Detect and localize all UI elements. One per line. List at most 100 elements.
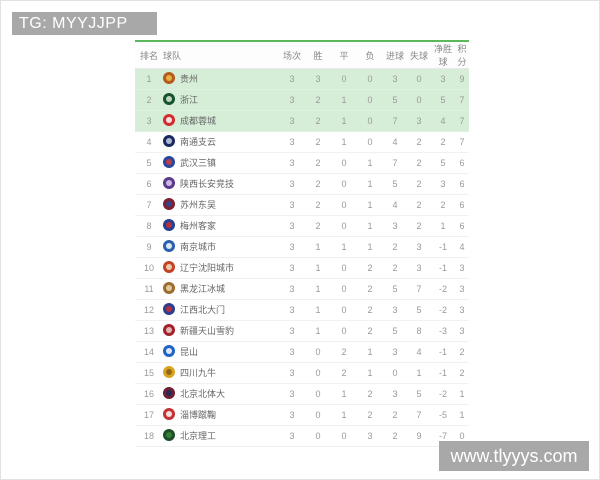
drawn-cell: 1: [331, 131, 357, 153]
team-logo-inner: [166, 201, 172, 208]
rank-cell: 8: [135, 215, 163, 237]
team-logo-inner: [166, 390, 172, 397]
col-header-points: 积分: [455, 41, 469, 69]
goals-for-cell: 5: [383, 320, 407, 342]
goals-for-cell: 7: [383, 152, 407, 174]
won-cell: 2: [305, 215, 331, 237]
team-logo-icon: [163, 345, 175, 358]
goals-against-cell: 2: [407, 173, 431, 195]
goals-against-cell: 8: [407, 320, 431, 342]
team-logo-icon: [163, 177, 175, 190]
team-cell: 北京北体大: [163, 383, 279, 405]
rank-cell: 12: [135, 299, 163, 321]
won-cell: 2: [305, 89, 331, 111]
goals-for-cell: 3: [383, 383, 407, 405]
won-cell: 2: [305, 131, 331, 153]
rank-cell: 18: [135, 425, 163, 447]
team-logo-inner: [166, 222, 172, 229]
rank-cell: 17: [135, 404, 163, 426]
team-name: 江西北大门: [180, 305, 226, 316]
won-cell: 1: [305, 236, 331, 258]
played-cell: 3: [279, 131, 305, 153]
table-row: 1 贵州 3 3 0 0 3 0 3 9: [135, 68, 469, 90]
rank-cell: 7: [135, 194, 163, 216]
team-logo-inner: [166, 117, 172, 124]
table-row: 10 辽宁沈阳城市 3 1 0 2 2 3 -1 3: [135, 257, 469, 279]
played-cell: 3: [279, 215, 305, 237]
rank-cell: 6: [135, 173, 163, 195]
goals-against-cell: 5: [407, 299, 431, 321]
team-logo-icon: [163, 366, 175, 379]
team-name: 四川九牛: [180, 368, 217, 379]
table-header-row: 排名 球队 场次 胜 平 负 进球 失球 净胜球 积分: [135, 41, 469, 69]
played-cell: 3: [279, 299, 305, 321]
lost-cell: 2: [357, 320, 383, 342]
team-logo-icon: [163, 156, 175, 169]
points-cell: 1: [455, 383, 469, 405]
goals-for-cell: 0: [383, 362, 407, 384]
team-name: 黑龙江冰城: [180, 284, 226, 295]
goals-for-cell: 2: [383, 236, 407, 258]
goal-diff-cell: 1: [431, 215, 455, 237]
team-cell: 南通支云: [163, 131, 279, 153]
played-cell: 3: [279, 152, 305, 174]
table-row: 11 黑龙江冰城 3 1 0 2 5 7 -2 3: [135, 278, 469, 300]
goals-for-cell: 5: [383, 278, 407, 300]
watermark-bottom-right-text: www.tlyyys.com: [450, 446, 578, 466]
points-cell: 6: [455, 152, 469, 174]
goals-against-cell: 9: [407, 425, 431, 447]
rank-cell: 9: [135, 236, 163, 258]
team-cell: 北京理工: [163, 425, 279, 447]
lost-cell: 1: [357, 236, 383, 258]
table-row: 9 南京城市 3 1 1 1 2 3 -1 4: [135, 236, 469, 258]
team-logo-icon: [163, 240, 175, 253]
drawn-cell: 0: [331, 68, 357, 90]
team-logo-inner: [166, 75, 172, 82]
team-logo-icon: [163, 135, 175, 148]
rank-cell: 16: [135, 383, 163, 405]
team-cell: 新疆天山雪豹: [163, 320, 279, 342]
team-name: 南京城市: [180, 242, 217, 253]
goals-against-cell: 3: [407, 110, 431, 132]
team-name: 北京理工: [180, 431, 217, 442]
points-cell: 3: [455, 299, 469, 321]
team-cell: 陕西长安竞技: [163, 173, 279, 195]
team-logo-inner: [166, 285, 172, 292]
won-cell: 0: [305, 362, 331, 384]
lost-cell: 1: [357, 152, 383, 174]
lost-cell: 1: [357, 194, 383, 216]
team-logo-icon: [163, 261, 175, 274]
goal-diff-cell: 3: [431, 68, 455, 90]
played-cell: 3: [279, 236, 305, 258]
team-cell: 淄博蹴鞠: [163, 404, 279, 426]
rank-cell: 5: [135, 152, 163, 174]
table-row: 4 南通支云 3 2 1 0 4 2 2 7: [135, 131, 469, 153]
goal-diff-cell: -2: [431, 299, 455, 321]
rank-cell: 1: [135, 68, 163, 90]
goals-against-cell: 3: [407, 236, 431, 258]
goals-for-cell: 4: [383, 194, 407, 216]
rank-cell: 11: [135, 278, 163, 300]
col-header-won: 胜: [305, 41, 331, 69]
points-cell: 6: [455, 173, 469, 195]
team-cell: 四川九牛: [163, 362, 279, 384]
team-logo-inner: [166, 243, 172, 250]
goals-against-cell: 2: [407, 215, 431, 237]
won-cell: 1: [305, 278, 331, 300]
team-cell: 贵州: [163, 68, 279, 90]
won-cell: 0: [305, 341, 331, 363]
lost-cell: 0: [357, 89, 383, 111]
won-cell: 0: [305, 425, 331, 447]
team-name: 苏州东吴: [180, 200, 217, 211]
team-logo-icon: [163, 72, 175, 85]
played-cell: 3: [279, 320, 305, 342]
played-cell: 3: [279, 425, 305, 447]
goal-diff-cell: -1: [431, 362, 455, 384]
drawn-cell: 0: [331, 173, 357, 195]
lost-cell: 1: [357, 362, 383, 384]
team-name: 成都蓉城: [180, 116, 217, 127]
watermark-top-left: TG: MYYJJPP: [12, 12, 157, 35]
team-cell: 黑龙江冰城: [163, 278, 279, 300]
drawn-cell: 0: [331, 425, 357, 447]
points-cell: 7: [455, 89, 469, 111]
